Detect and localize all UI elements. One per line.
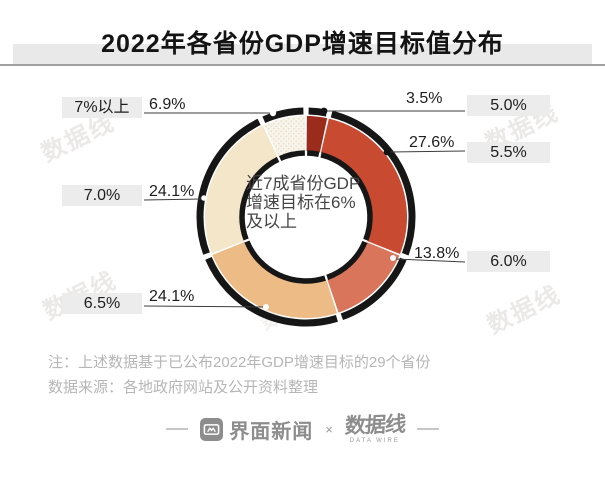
- donut-segment-7.0%: [204, 125, 278, 254]
- value-label-6.0: 13.8%: [414, 245, 460, 262]
- leader-line-5.5: [389, 150, 466, 153]
- collab-cross: ×: [325, 421, 333, 437]
- jiemian-news-wordmark: 界面新闻: [229, 420, 314, 443]
- donut-segment-7%以上: [264, 116, 306, 157]
- title-underline: [0, 64, 605, 66]
- donut-segments: [196, 107, 416, 327]
- callout-dots: [201, 107, 396, 310]
- segment-outer-outline: [205, 257, 338, 327]
- annotation-line: 增速目标在6%: [246, 193, 356, 212]
- title-background-bar: [13, 44, 592, 64]
- segment-outer-outline: [196, 118, 261, 255]
- donut-segment-6.5%: [212, 241, 337, 318]
- category-label-above7: 7%以上: [62, 97, 142, 118]
- donut-segment-5.0%: [306, 116, 328, 153]
- segment-inner-outline: [320, 152, 373, 241]
- value-label-5.5: 27.6%: [409, 134, 455, 151]
- segment-inner-outline: [279, 150, 306, 162]
- segment-outer-outline: [340, 257, 407, 321]
- donut-center-annotation: 近7成省份GDP 增速目标在6% 及以上: [246, 174, 386, 231]
- category-label-5.5: 5.5%: [467, 142, 550, 163]
- footnote-basis: 注：上述数据基于已公布2022年GDP增速目标的29个省份: [48, 354, 431, 371]
- leader-line-6.5: [143, 305, 264, 308]
- segment-outer-outline: [262, 107, 304, 123]
- category-label-6.0: 6.0%: [467, 251, 550, 272]
- marker-dot-7.0: [201, 195, 207, 201]
- segment-inner-outline: [239, 156, 280, 241]
- category-label-5.0: 5.0%: [467, 95, 550, 116]
- value-label-above7: 6.9%: [149, 96, 186, 113]
- category-label-7.0: 7.0%: [62, 185, 142, 206]
- footer-logos: 界面新闻 × 数据线 DATA WIRE: [0, 411, 605, 447]
- marker-dot-6.0: [390, 255, 396, 261]
- segment-inner-outline: [326, 240, 368, 280]
- leader-line-7.0: [143, 198, 203, 201]
- page-title: 2022年各省份GDP增速目标值分布: [101, 30, 504, 58]
- segment-outer-outline: [330, 110, 416, 256]
- annotation-line: 近7成省份GDP: [246, 174, 361, 193]
- category-label-6.5: 6.5%: [62, 293, 142, 314]
- marker-dot-6.5: [263, 304, 269, 310]
- donut-segment-5.5%: [320, 118, 408, 254]
- segment-inner-outline: [307, 150, 320, 158]
- jiemian-news-icon: [200, 417, 224, 441]
- value-label-5.0: 3.5%: [406, 90, 443, 107]
- donut-segment-6.0%: [327, 242, 400, 313]
- marker-dot-5.5: [383, 148, 391, 156]
- value-label-6.5: 24.1%: [149, 288, 195, 305]
- datawire-logo: 数据线 DATA WIRE: [343, 412, 406, 444]
- marker-dot-5.0: [320, 107, 328, 115]
- datawire-subtitle: DATA WIRE: [349, 437, 400, 444]
- callout-lines: [143, 110, 466, 308]
- marker-dot-above7: [269, 109, 277, 117]
- annotation-line: 及以上: [246, 212, 297, 231]
- jiemian-news-logo: 界面新闻: [200, 415, 313, 444]
- footnote-source: 数据来源：各地政府网站及公开资料整理: [48, 379, 319, 396]
- footer-right-rule: [416, 428, 439, 430]
- datawire-wordmark: 数据线: [343, 412, 406, 438]
- segment-inner-outline: [244, 240, 326, 284]
- leader-line-6.0: [395, 258, 466, 263]
- value-label-7.0: 24.1%: [149, 183, 195, 200]
- footer-left-rule: [166, 428, 189, 430]
